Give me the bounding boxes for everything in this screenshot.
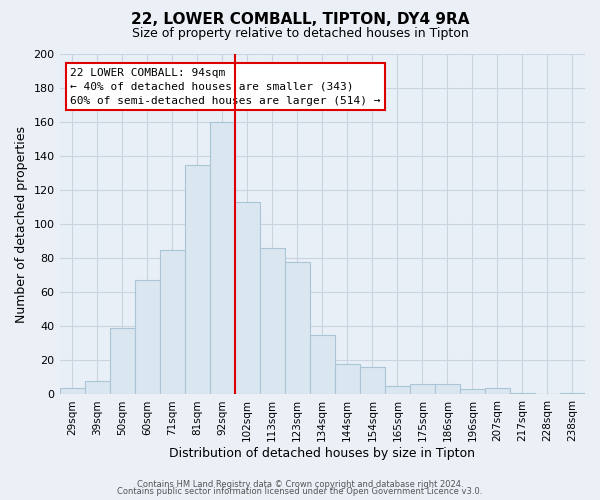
Bar (209, 122, 235, 394)
Bar (485, 388, 510, 394)
Bar (510, 393, 535, 394)
Bar (360, 367, 385, 394)
Bar (560, 393, 585, 394)
Bar (310, 335, 335, 394)
Bar (110, 328, 134, 394)
Text: 22, LOWER COMBALL, TIPTON, DY4 9RA: 22, LOWER COMBALL, TIPTON, DY4 9RA (131, 12, 469, 28)
Text: Contains HM Land Registry data © Crown copyright and database right 2024.: Contains HM Land Registry data © Crown c… (137, 480, 463, 489)
Bar (59, 388, 85, 394)
Bar (235, 202, 260, 394)
Text: Size of property relative to detached houses in Tipton: Size of property relative to detached ho… (131, 28, 469, 40)
Bar (335, 364, 360, 394)
Bar (85, 381, 110, 394)
Bar (435, 384, 460, 394)
Bar (160, 250, 185, 394)
Bar (260, 248, 285, 394)
Bar (285, 262, 310, 394)
Bar (134, 280, 160, 394)
Bar (460, 390, 485, 394)
Text: Contains public sector information licensed under the Open Government Licence v3: Contains public sector information licen… (118, 487, 482, 496)
Bar (410, 384, 435, 394)
Text: 22 LOWER COMBALL: 94sqm
← 40% of detached houses are smaller (343)
60% of semi-d: 22 LOWER COMBALL: 94sqm ← 40% of detache… (70, 68, 380, 106)
X-axis label: Distribution of detached houses by size in Tipton: Distribution of detached houses by size … (169, 447, 475, 460)
Y-axis label: Number of detached properties: Number of detached properties (15, 126, 28, 322)
Bar (185, 164, 209, 394)
Bar (385, 386, 410, 394)
